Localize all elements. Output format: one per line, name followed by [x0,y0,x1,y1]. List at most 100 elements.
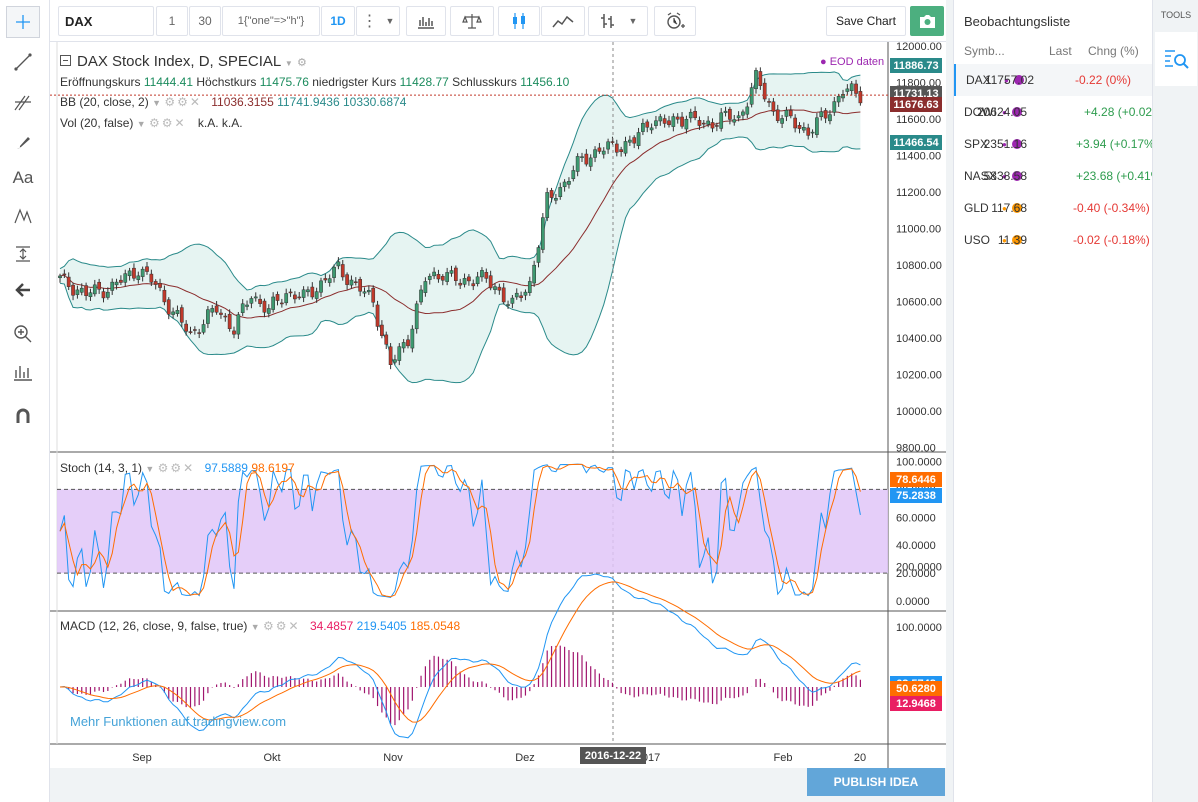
candle-body [188,331,193,333]
save-chart-button[interactable]: Save Chart [826,6,906,36]
study-controls-icon[interactable]: ⚙⚙✕ [148,116,187,130]
bar-style-button[interactable]: ▼ [588,6,648,36]
candles-style-button[interactable] [498,6,540,36]
status-dot-icon: ● [1002,203,1007,213]
text-tool[interactable]: Aa [6,162,40,194]
chart-canvas[interactable]: 12000.0011800.0011600.0011400.0011200.00… [50,42,946,768]
settings-icon[interactable]: ⚙ [296,57,307,69]
macd-label[interactable]: MACD (12, 26, close, 9, false, true) [60,619,248,633]
more-icon: ⋮ [361,13,378,30]
arrow-tool[interactable] [6,274,40,306]
magnet-tool[interactable] [6,400,40,432]
area-style-button[interactable] [541,6,585,36]
interval-more-button[interactable]: ⋮ ▼ [356,6,400,36]
measure-tool[interactable] [6,238,40,270]
candle-body [762,82,767,100]
col-change[interactable]: Chng (%) [1088,44,1139,58]
interval-1h[interactable]: 1{"one"=>"h"} [222,6,320,36]
watch-symbol: SPX [964,137,989,151]
candle-body [767,101,771,103]
watchlist-row-spx[interactable]: SPX ● 2351.16 +3.94 (+0.17%) [954,128,1159,160]
col-last[interactable]: Last [1049,44,1072,58]
watchlist-row-dowi[interactable]: DOWI ● 20624.05 +4.28 (+0.02%) [954,96,1167,128]
candle-body [327,278,332,283]
watch-symbol: DAX [966,73,991,87]
brush-tool[interactable] [6,126,40,158]
compare-button[interactable] [450,6,494,36]
price-tick-label: 11600.00 [896,114,941,126]
interval-30[interactable]: 30 [189,6,221,36]
candle-body [401,342,406,349]
pattern-tool[interactable] [6,200,40,232]
watchlist-tool-button[interactable] [1155,32,1197,86]
interval-1[interactable]: 1 [156,6,188,36]
candle-body [527,281,532,293]
chevron-down-icon: ▼ [385,16,395,26]
candle-body [580,156,584,158]
candle-body [780,118,784,124]
publish-idea-button[interactable]: PUBLISH IDEA [807,768,945,796]
alert-button[interactable] [654,6,696,36]
candle-body [58,275,62,279]
symbol-input[interactable] [58,6,154,36]
candle-body [114,281,119,286]
text-icon: Aa [12,168,34,187]
candle-body [71,284,75,296]
watchlist-row-gld[interactable]: GLD ● 117.68 -0.40 (-0.34%) [954,192,1153,224]
camera-icon [920,15,935,28]
watch-change: +23.68 (+0.41%) [1076,169,1166,183]
crosshair-tool[interactable] [6,6,40,38]
candle-body [793,117,797,129]
candle-body [741,111,745,116]
bb-label[interactable]: BB (20, close, 2) [60,95,149,109]
candle-body [658,116,663,122]
candle-body [258,298,262,304]
watchlist-row-uso[interactable]: USO ● 11.39 -0.02 (-0.18%) [954,224,1153,256]
price-tick-label: 12000.00 [896,42,942,53]
bar-measure-tool[interactable] [6,356,40,388]
close-value: 11456.10 [520,75,570,89]
candle-body [623,141,628,154]
candle-body [558,187,563,197]
candle-body [245,304,249,307]
watchlist-row-dax[interactable]: DAX ● 11757.02 -0.22 (0%) [954,64,1153,96]
collapse-icon [60,55,71,66]
study-controls-icon[interactable]: ⚙⚙✕ [164,95,202,109]
watermark[interactable]: Mehr Funktionen auf tradingview.com [70,714,287,729]
crosshair-date-tag: 2016-12-22 [580,747,646,764]
chevron-down-icon: ▼ [284,59,293,68]
interval-1d[interactable]: 1D [321,6,355,36]
chart-area[interactable]: 12000.00 11800.00 11600.00 11400.00 11200.00… [50,42,946,768]
study-controls-icon[interactable]: ⚙⚙✕ [263,619,301,633]
macd-hist-value: 34.4857 [309,619,354,633]
stoch-d-value: 98.6197 [251,461,295,475]
candle-body [697,120,702,126]
pitchfork-tool[interactable] [6,86,40,118]
candle-body [97,281,101,290]
zoom-tool[interactable] [6,318,40,350]
stoch-tick-label: 100.0000 [896,457,942,469]
candle-body [380,324,384,336]
candle-body [819,111,824,117]
macd-tick-label: 100.0000 [896,622,942,634]
watchlist-row-nasx[interactable]: NASX ● 5838.58 +23.68 (+0.41%) [954,160,1165,192]
eod-label: EOD daten [829,56,885,68]
scales-icon [462,14,482,29]
stoch-d-line [59,463,861,598]
col-symbol[interactable]: Symb... [964,44,1005,58]
candle-body [275,294,280,301]
stoch-label[interactable]: Stoch (14, 3, 1) [60,461,143,475]
indicators-button[interactable] [406,6,446,36]
candle-body [632,137,637,144]
candle-body [284,293,289,304]
candle-body [810,131,815,134]
stoch-k-line [59,463,861,599]
candle-body [319,280,323,293]
bb-legend: BB (20, close, 2) ▼ ⚙⚙✕ 11036.3155 11741… [60,95,407,109]
trendline-tool[interactable] [6,46,40,78]
study-controls-icon[interactable]: ⚙⚙✕ [157,461,196,475]
vol-label[interactable]: Vol (20, false) [60,116,134,130]
candle-body [249,298,254,304]
snapshot-button[interactable] [910,6,944,36]
candle-body [236,314,241,335]
